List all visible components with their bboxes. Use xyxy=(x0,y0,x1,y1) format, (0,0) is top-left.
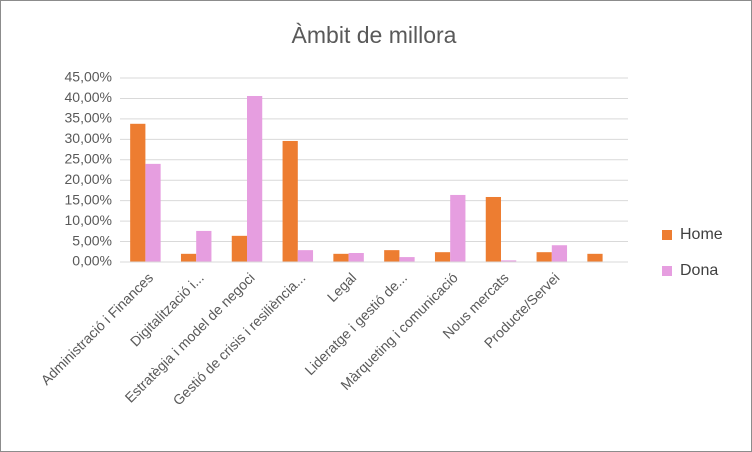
bar xyxy=(145,163,161,262)
y-tick-label: 35,00% xyxy=(65,110,112,126)
bar xyxy=(333,253,349,262)
bar xyxy=(348,253,364,262)
bar xyxy=(180,253,197,262)
y-tick-label: 25,00% xyxy=(65,150,112,166)
bar xyxy=(434,252,451,262)
bar xyxy=(384,250,400,262)
bar xyxy=(399,257,415,262)
bar xyxy=(485,196,501,262)
bar xyxy=(231,235,247,262)
y-tick-label: 30,00% xyxy=(65,130,112,146)
y-tick-label: 20,00% xyxy=(65,171,112,187)
legend-label: Dona xyxy=(680,262,718,279)
y-tick-label: 5,00% xyxy=(72,232,112,248)
bar xyxy=(196,230,212,262)
chart-title: Àmbit de millora xyxy=(292,22,457,48)
bar xyxy=(450,194,466,262)
y-tick-label: 40,00% xyxy=(65,89,112,105)
bar xyxy=(501,260,517,262)
bar xyxy=(282,140,298,262)
y-tick-label: 45,00% xyxy=(65,69,112,85)
legend-swatch xyxy=(662,266,672,276)
y-tick-label: 10,00% xyxy=(65,212,112,228)
bar xyxy=(551,245,568,262)
y-tick-label: 0,00% xyxy=(72,253,112,269)
legend-swatch xyxy=(662,230,672,240)
bar xyxy=(130,123,146,262)
bar xyxy=(536,252,552,262)
bar xyxy=(297,250,314,262)
y-tick-label: 15,00% xyxy=(65,191,112,207)
bar xyxy=(587,253,603,262)
legend-label: Home xyxy=(680,226,723,243)
bar xyxy=(247,95,263,262)
